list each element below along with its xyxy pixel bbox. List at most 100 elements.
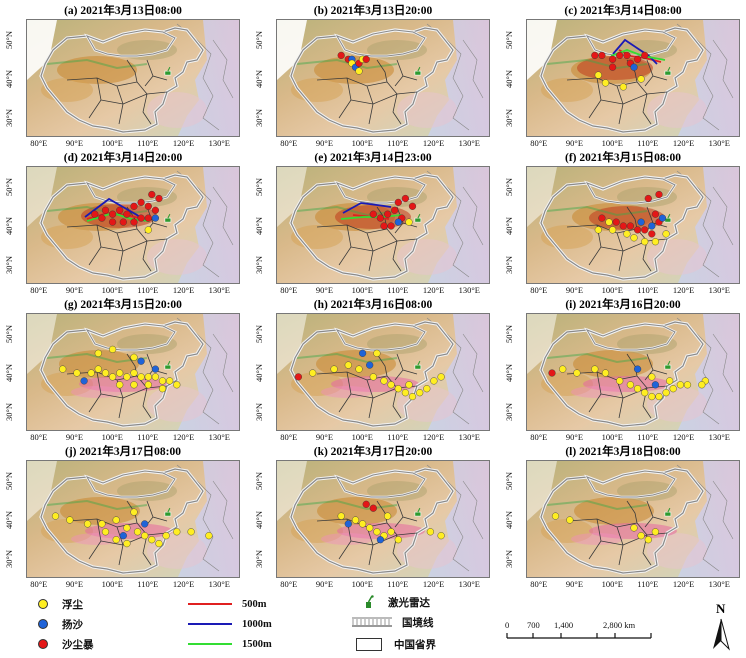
lon-label: 80°E	[530, 138, 548, 148]
lon-label: 120°E	[172, 579, 195, 589]
station-dot-b	[366, 361, 374, 369]
lon-label: 110°E	[637, 138, 659, 148]
panel-title: (g) 2021年3月15日20:00	[64, 299, 182, 311]
station-dot-b	[637, 218, 645, 226]
station-dot-y	[94, 365, 102, 373]
station-dot-r	[641, 226, 649, 234]
station-dot-y	[66, 516, 74, 524]
station-dot-r	[155, 194, 163, 203]
station-dot-y	[637, 75, 645, 83]
station-dot-y	[437, 373, 445, 381]
lat-label: 50°N	[504, 324, 514, 343]
station-dot-y	[373, 349, 381, 357]
lat-label: 40°N	[4, 364, 14, 383]
mongolia-border-core	[85, 470, 176, 498]
lon-label: 110°E	[137, 579, 159, 589]
station-dot-y	[630, 234, 638, 242]
map-frame	[526, 460, 740, 578]
station-dot-y	[626, 381, 635, 389]
national-border-icon	[352, 617, 392, 627]
province-border	[136, 81, 152, 125]
red-line-icon	[188, 602, 232, 606]
lon-label: 130°E	[458, 138, 480, 148]
station-dot-y	[394, 536, 402, 544]
station-dot-y	[83, 520, 92, 528]
station-dot-r	[144, 202, 152, 210]
station-dot-y	[405, 218, 413, 226]
province-border	[350, 393, 374, 399]
station-dot-y	[566, 516, 574, 524]
lon-label: 80°E	[30, 138, 48, 148]
north-label: N	[716, 601, 726, 616]
lon-label: 80°E	[280, 579, 298, 589]
map-canvas	[527, 167, 739, 283]
lon-label: 100°E	[351, 138, 373, 148]
station-dot-y	[637, 532, 645, 540]
station-dot-y	[616, 377, 624, 385]
station-dot-y	[648, 392, 656, 401]
station-dot-r	[98, 214, 106, 222]
panel-title: (d) 2021年3月14日20:00	[63, 152, 183, 164]
station-dot-r	[369, 504, 377, 512]
station-dot-b	[344, 520, 352, 528]
province-border	[636, 375, 652, 419]
station-dot-y	[337, 512, 345, 520]
legend-1000m: 1000m	[188, 616, 272, 632]
station-dot-r	[623, 51, 631, 60]
lidar-station	[164, 360, 172, 370]
station-dot-y	[358, 520, 367, 528]
panel-title: (l) 2021年3月18日08:00	[565, 446, 681, 458]
station-dot-y	[387, 528, 395, 536]
map-panel-a: (a) 2021年3月13日08:00 30°N 40°N 50°N 80°E 90°E…	[4, 4, 242, 150]
station-dot-r	[294, 373, 303, 381]
station-dot-y	[330, 365, 338, 373]
station-dot-y	[619, 83, 627, 91]
lon-label: 90°E	[65, 432, 84, 442]
station-dot-b	[376, 536, 385, 544]
lat-label: 30°N	[504, 403, 514, 422]
legend: 浮尘 扬沙 沙尘暴 500m 1000m 1500m 激光雷达 国境线	[0, 590, 746, 658]
station-dot-y	[173, 381, 181, 389]
province-border	[636, 228, 652, 272]
station-dot-b	[633, 365, 642, 373]
lat-label: 50°N	[4, 30, 14, 49]
legend-sandstorm: 沙尘暴	[38, 636, 94, 652]
station-dot-y	[205, 532, 213, 540]
lon-label: 110°E	[387, 432, 409, 442]
map-canvas	[27, 20, 239, 136]
map-grid: (a) 2021年3月13日08:00 30°N 40°N 50°N 80°E 90°E…	[4, 4, 742, 591]
station-dot-b	[630, 63, 638, 71]
province-border	[122, 238, 168, 252]
mongolia-border-core	[335, 323, 426, 351]
lon-label: 80°E	[530, 579, 548, 589]
station-dot-r	[369, 210, 377, 218]
station-dot-y	[408, 392, 417, 401]
lon-label: 80°E	[280, 432, 298, 442]
station-dot-y	[162, 532, 170, 540]
lon-label: 110°E	[637, 432, 659, 442]
lat-label: 30°N	[4, 256, 14, 275]
lat-label: 30°N	[4, 109, 14, 128]
map-panel-l: (l) 2021年3月18日08:00 30°N 40°N 50°N 80°E 90°E…	[504, 445, 742, 591]
station-dot-y	[662, 230, 670, 238]
province-border	[644, 75, 654, 87]
station-dot-y	[87, 369, 95, 377]
station-dot-y	[144, 373, 152, 381]
station-dot-r	[391, 206, 399, 214]
panel-title: (f) 2021年3月15日08:00	[565, 152, 681, 164]
lon-label: 120°E	[172, 138, 195, 148]
lat-label: 30°N	[504, 550, 514, 569]
map-frame	[26, 19, 240, 137]
legend-national-border: 国境线	[352, 614, 434, 630]
station-dot-r	[137, 214, 145, 222]
station-dot-r	[598, 51, 606, 60]
station-dot-y	[594, 71, 602, 79]
station-dot-r	[130, 202, 138, 210]
lon-label: 110°E	[637, 285, 659, 295]
province-border	[122, 91, 168, 105]
station-dot-r	[644, 194, 652, 203]
province-border	[386, 228, 402, 272]
lon-label: 100°E	[601, 285, 623, 295]
lidar-station	[664, 507, 672, 517]
map-panel-d: (d) 2021年3月14日20:00 30°N 40°N 50°N 80°E 90°E…	[4, 151, 242, 297]
